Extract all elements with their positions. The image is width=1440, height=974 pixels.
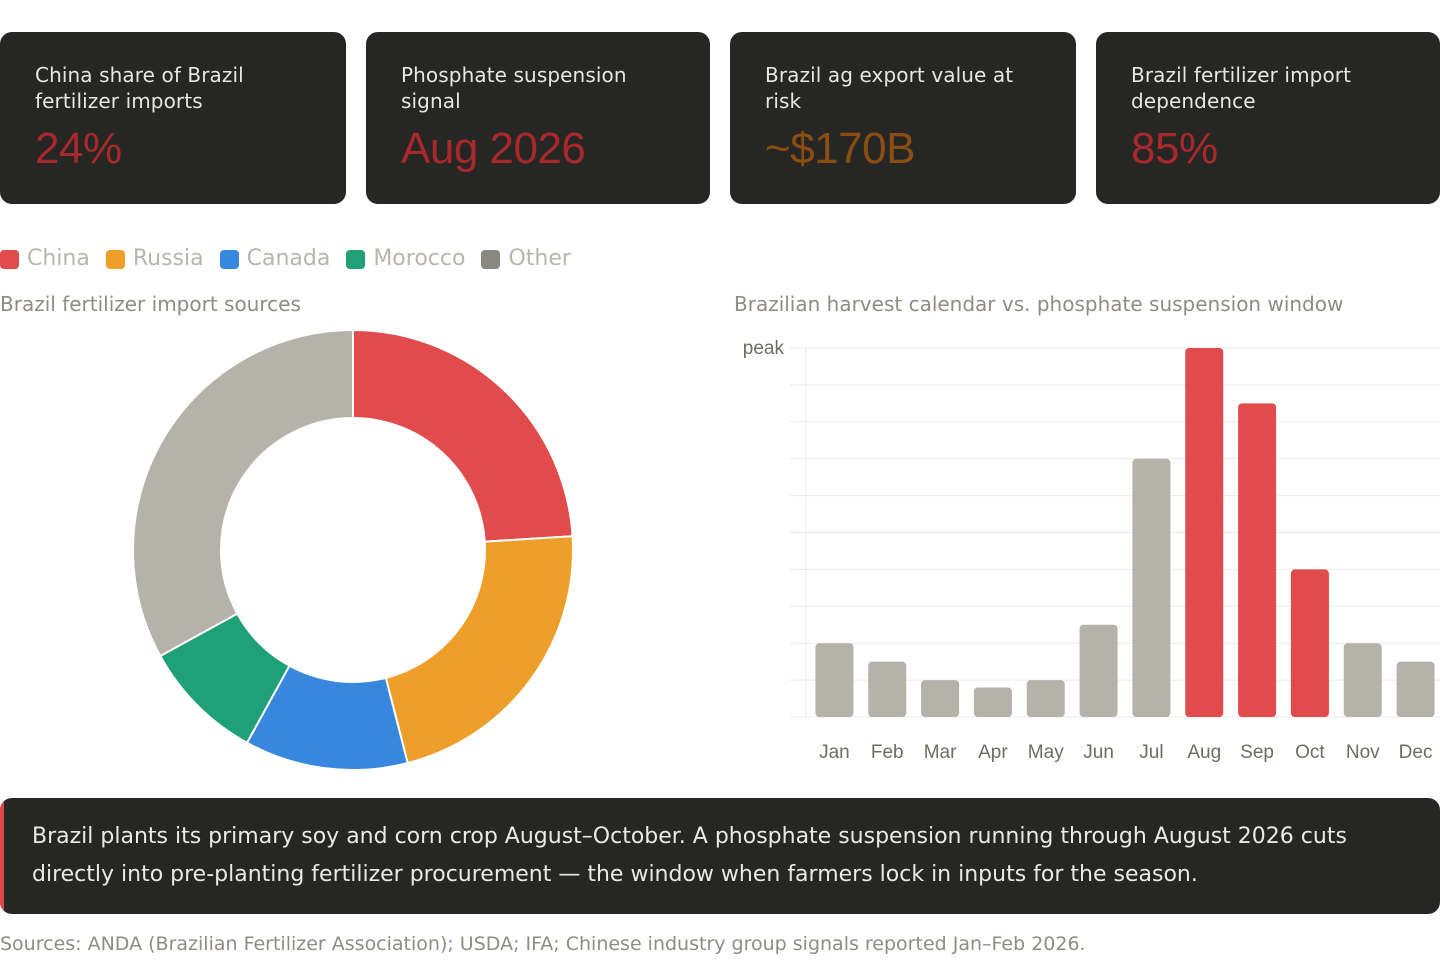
bar-jan[interactable] xyxy=(815,643,854,717)
bar-aug[interactable] xyxy=(1185,348,1224,717)
bar-chart-title: Brazilian harvest calendar vs. phosphate… xyxy=(734,292,1344,316)
callout-accent-bar xyxy=(0,798,4,914)
legend-swatch xyxy=(346,249,366,269)
x-tick-label: Dec xyxy=(1399,742,1433,763)
kpi-label: China share of Brazil fertilizer imports xyxy=(35,63,244,113)
legend-label: Canada xyxy=(246,246,331,271)
bar-oct[interactable] xyxy=(1290,569,1329,717)
legend-label: China xyxy=(27,246,90,271)
kpi-label: Brazil fertilizer import dependence xyxy=(1131,63,1352,113)
legend-label: Other xyxy=(508,246,571,271)
x-tick-label: Aug xyxy=(1187,742,1221,763)
bar-dec[interactable] xyxy=(1396,661,1435,717)
chart-legend: China Russia Canada Morocco Other xyxy=(0,244,587,274)
x-tick-label: Jul xyxy=(1139,742,1163,763)
kpi-card-china-share: China share of Brazil fertilizer imports… xyxy=(0,32,346,204)
legend-label: Russia xyxy=(132,246,204,271)
bar-jul[interactable] xyxy=(1132,458,1171,717)
kpi-label: Phosphate suspension signal xyxy=(401,63,627,113)
callout-text: Brazil plants its primary soy and corn c… xyxy=(32,824,1347,887)
bar-feb[interactable] xyxy=(868,661,907,717)
donut-chart xyxy=(132,328,574,771)
legend-item-other[interactable]: Other xyxy=(481,244,571,274)
bar-jun[interactable] xyxy=(1079,624,1118,717)
bar-may[interactable] xyxy=(1026,680,1065,717)
callout-box: Brazil plants its primary soy and corn c… xyxy=(0,798,1440,914)
kpi-value: 24% xyxy=(35,124,122,173)
legend-swatch xyxy=(219,249,239,269)
sources-note: Sources: ANDA (Brazilian Fertilizer Asso… xyxy=(0,933,1086,955)
legend-item-russia[interactable]: Russia xyxy=(105,244,204,274)
kpi-label: Brazil ag export value at risk xyxy=(765,63,1014,113)
donut-chart-title: Brazil fertilizer import sources xyxy=(0,292,301,316)
donut-slice-russia[interactable] xyxy=(384,535,574,765)
kpi-value: 85% xyxy=(1131,124,1218,173)
x-tick-label: Sep xyxy=(1240,742,1274,763)
legend-item-morocco[interactable]: Morocco xyxy=(346,244,465,274)
x-tick-label: Feb xyxy=(871,742,904,763)
kpi-value: ~$170B xyxy=(765,124,915,173)
bar-nov[interactable] xyxy=(1343,643,1382,717)
bar-chart: peak Jan Feb Mar Apr May Jun Jul Aug Sep Oct Nov Dec xyxy=(743,338,1440,763)
legend-label: Morocco xyxy=(373,246,466,271)
x-tick-label: Oct xyxy=(1295,742,1325,763)
legend-swatch xyxy=(481,249,501,269)
x-tick-label: Jun xyxy=(1083,742,1114,763)
legend-swatch xyxy=(105,249,125,269)
kpi-value: Aug 2026 xyxy=(401,124,586,173)
bar-apr[interactable] xyxy=(973,687,1012,717)
donut-slice-other[interactable] xyxy=(132,328,354,658)
y-tick-label: peak xyxy=(743,338,785,359)
bar-sep[interactable] xyxy=(1238,403,1277,717)
kpi-card-import-dependence: Brazil fertilizer import dependence 85% xyxy=(1096,32,1440,204)
legend-item-china[interactable]: China xyxy=(0,244,90,274)
x-tick-label: Mar xyxy=(924,742,957,763)
legend-item-canada[interactable]: Canada xyxy=(219,244,331,274)
donut-slice-china[interactable] xyxy=(352,328,574,543)
kpi-card-suspension-signal: Phosphate suspension signal Aug 2026 xyxy=(366,32,710,204)
x-tick-label: Jan xyxy=(819,742,850,763)
x-tick-label: Apr xyxy=(978,742,1008,763)
kpi-card-export-value: Brazil ag export value at risk ~$170B xyxy=(730,32,1076,204)
x-tick-label: May xyxy=(1028,742,1064,763)
bar-mar[interactable] xyxy=(921,680,960,717)
x-tick-label: Nov xyxy=(1346,742,1380,763)
legend-swatch xyxy=(0,249,19,269)
